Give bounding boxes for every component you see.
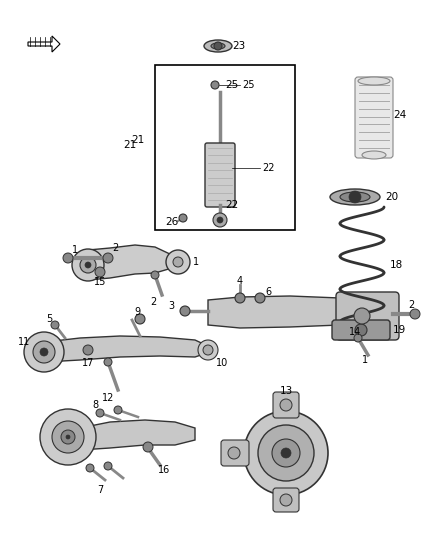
Text: 15: 15 [94, 277, 106, 287]
Text: 26: 26 [165, 217, 178, 227]
Text: 21: 21 [124, 140, 137, 150]
Text: 8: 8 [92, 400, 98, 410]
Text: 13: 13 [279, 386, 293, 396]
Circle shape [180, 306, 190, 316]
FancyBboxPatch shape [355, 77, 393, 158]
Circle shape [244, 411, 328, 495]
Ellipse shape [362, 151, 386, 159]
Circle shape [86, 464, 94, 472]
Text: 17: 17 [82, 358, 94, 368]
Text: 19: 19 [393, 325, 406, 335]
Circle shape [211, 81, 219, 89]
Bar [155, 65, 295, 230]
Text: 22: 22 [225, 200, 238, 210]
Circle shape [135, 314, 145, 324]
Text: 4: 4 [237, 276, 243, 286]
Circle shape [52, 421, 84, 453]
Circle shape [103, 253, 113, 263]
Text: 23: 23 [232, 41, 245, 51]
Circle shape [143, 442, 153, 452]
Circle shape [280, 399, 292, 411]
Circle shape [354, 334, 362, 342]
Text: 2: 2 [408, 300, 414, 310]
FancyBboxPatch shape [336, 292, 399, 340]
Circle shape [51, 321, 59, 329]
Circle shape [214, 42, 222, 50]
FancyBboxPatch shape [332, 320, 390, 340]
Circle shape [33, 341, 55, 363]
Ellipse shape [204, 40, 232, 52]
Text: 1: 1 [362, 355, 368, 365]
Text: 1: 1 [72, 245, 78, 255]
Text: 14: 14 [349, 327, 361, 337]
Text: 16: 16 [158, 465, 170, 475]
Ellipse shape [211, 43, 225, 49]
Text: 6: 6 [265, 287, 271, 297]
Circle shape [217, 217, 223, 223]
Circle shape [40, 348, 48, 356]
FancyBboxPatch shape [273, 392, 299, 418]
Text: 5: 5 [46, 314, 52, 324]
FancyBboxPatch shape [205, 143, 235, 207]
Polygon shape [80, 420, 195, 450]
Circle shape [228, 447, 240, 459]
Text: 1: 1 [193, 257, 199, 267]
Circle shape [235, 293, 245, 303]
Text: 12: 12 [102, 393, 114, 403]
Text: 20: 20 [385, 192, 398, 202]
Circle shape [272, 439, 300, 467]
Circle shape [72, 249, 104, 281]
Circle shape [80, 257, 96, 273]
Polygon shape [28, 36, 60, 52]
Text: 7: 7 [97, 485, 103, 495]
Ellipse shape [340, 192, 370, 202]
Text: 11: 11 [18, 337, 30, 347]
Circle shape [355, 324, 367, 336]
Circle shape [349, 191, 361, 203]
Polygon shape [45, 336, 210, 362]
Circle shape [96, 409, 104, 417]
Text: 24: 24 [393, 110, 406, 120]
FancyBboxPatch shape [221, 440, 249, 466]
Circle shape [24, 332, 64, 372]
Circle shape [173, 257, 183, 267]
FancyBboxPatch shape [273, 488, 299, 512]
Circle shape [281, 448, 291, 458]
Circle shape [85, 262, 91, 268]
Text: 21: 21 [131, 135, 145, 145]
Circle shape [40, 409, 96, 465]
Polygon shape [88, 245, 180, 280]
Text: 25: 25 [242, 80, 254, 90]
Circle shape [95, 267, 105, 277]
Text: 18: 18 [390, 260, 403, 270]
Circle shape [83, 345, 93, 355]
Circle shape [255, 293, 265, 303]
Text: 2: 2 [150, 297, 156, 307]
Text: 22: 22 [262, 163, 275, 173]
Circle shape [114, 406, 122, 414]
Circle shape [213, 213, 227, 227]
Text: 2: 2 [112, 243, 118, 253]
Circle shape [61, 430, 75, 444]
Text: 10: 10 [216, 358, 228, 368]
Circle shape [104, 462, 112, 470]
Circle shape [203, 345, 213, 355]
Circle shape [63, 253, 73, 263]
Circle shape [198, 340, 218, 360]
Circle shape [179, 214, 187, 222]
Ellipse shape [358, 77, 390, 85]
Circle shape [410, 309, 420, 319]
Circle shape [66, 435, 70, 439]
Circle shape [258, 425, 314, 481]
Text: 25: 25 [225, 80, 238, 90]
Circle shape [104, 358, 112, 366]
Ellipse shape [330, 189, 380, 205]
Polygon shape [208, 296, 385, 328]
Circle shape [280, 494, 292, 506]
Circle shape [354, 308, 370, 324]
Circle shape [151, 271, 159, 279]
Text: 3: 3 [168, 301, 174, 311]
Circle shape [166, 250, 190, 274]
Text: 9: 9 [134, 307, 140, 317]
